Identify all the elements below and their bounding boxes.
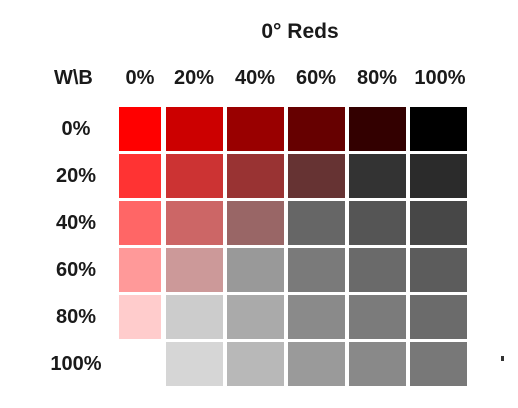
column-label: 0% [125, 67, 155, 89]
color-swatch [349, 248, 406, 292]
color-swatch [288, 342, 345, 386]
row-label: 0% [61, 118, 91, 140]
column-label: 100% [414, 67, 466, 89]
column-label: 40% [234, 67, 276, 89]
color-swatch [119, 201, 161, 245]
color-swatch [119, 295, 161, 339]
color-swatch [288, 295, 345, 339]
color-swatch [349, 107, 406, 151]
color-swatch [410, 295, 467, 339]
color-swatch [227, 342, 284, 386]
row-label: 60% [55, 259, 97, 281]
corner-label: W\B [54, 67, 93, 89]
color-swatch [166, 201, 223, 245]
color-swatch [119, 154, 161, 198]
color-swatch [119, 342, 161, 386]
chart-title: 0° Reds [261, 20, 339, 43]
color-swatch [410, 201, 467, 245]
color-swatch [410, 154, 467, 198]
color-swatch [227, 201, 284, 245]
row-label: 20% [55, 165, 97, 187]
color-swatch [227, 248, 284, 292]
row-label: 100% [50, 353, 102, 375]
row-label: 40% [55, 212, 97, 234]
color-swatch [227, 107, 284, 151]
row-label: 80% [55, 306, 97, 328]
edge-tick-mark [501, 356, 504, 361]
color-swatch [227, 295, 284, 339]
color-swatch [288, 248, 345, 292]
color-swatch [166, 295, 223, 339]
color-swatch [166, 342, 223, 386]
color-swatch [119, 107, 161, 151]
color-swatch [349, 342, 406, 386]
column-label: 20% [173, 67, 215, 89]
color-swatch [166, 154, 223, 198]
color-swatch [410, 342, 467, 386]
color-swatch [410, 107, 467, 151]
column-label: 80% [356, 67, 398, 89]
color-swatch [349, 295, 406, 339]
color-swatch [349, 201, 406, 245]
color-swatch [119, 248, 161, 292]
color-swatch [288, 201, 345, 245]
color-swatch [288, 107, 345, 151]
color-swatch [288, 154, 345, 198]
column-label: 60% [295, 67, 337, 89]
color-swatch [166, 107, 223, 151]
color-swatch [227, 154, 284, 198]
color-swatch [349, 154, 406, 198]
color-swatch [410, 248, 467, 292]
color-swatch [166, 248, 223, 292]
